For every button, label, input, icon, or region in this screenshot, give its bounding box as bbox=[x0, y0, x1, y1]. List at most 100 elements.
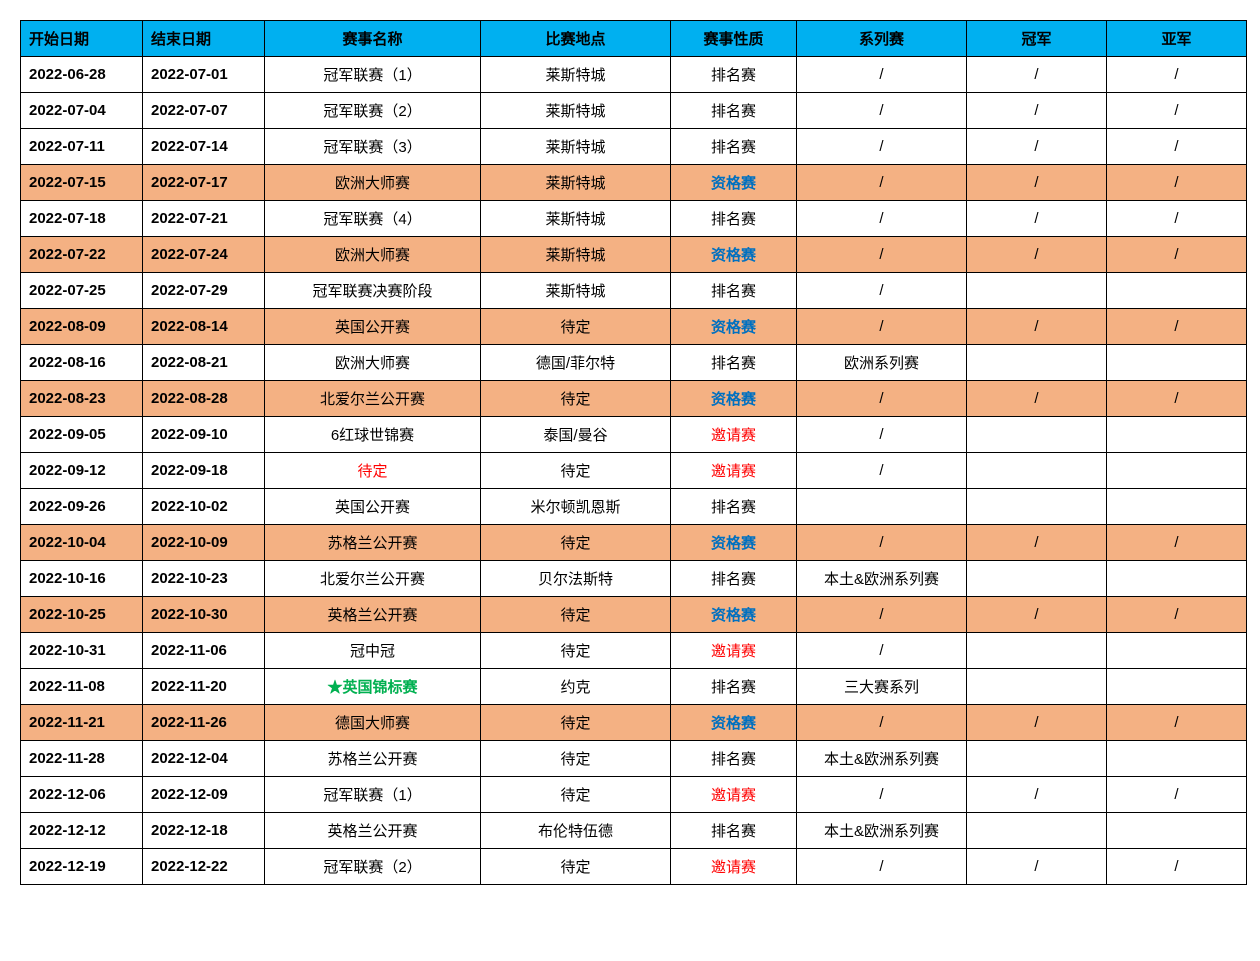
cell-end-date: 2022-11-20 bbox=[143, 669, 265, 705]
cell-start-date: 2022-07-25 bbox=[21, 273, 143, 309]
cell-series: / bbox=[797, 165, 967, 201]
cell-series: / bbox=[797, 633, 967, 669]
cell-series: / bbox=[797, 777, 967, 813]
cell-runner-up bbox=[1107, 453, 1247, 489]
cell-event-name: 冠军联赛（2） bbox=[265, 93, 481, 129]
cell-type: 排名赛 bbox=[671, 201, 797, 237]
table-row: 2022-08-232022-08-28北爱尔兰公开赛待定资格赛/// bbox=[21, 381, 1247, 417]
cell-champion: / bbox=[967, 165, 1107, 201]
header-champ: 冠军 bbox=[967, 21, 1107, 57]
cell-champion: / bbox=[967, 849, 1107, 885]
header-name: 赛事名称 bbox=[265, 21, 481, 57]
cell-series: 本土&欧洲系列赛 bbox=[797, 741, 967, 777]
cell-champion bbox=[967, 273, 1107, 309]
cell-runner-up bbox=[1107, 417, 1247, 453]
table-row: 2022-06-282022-07-01冠军联赛（1）莱斯特城排名赛/// bbox=[21, 57, 1247, 93]
cell-champion: / bbox=[967, 381, 1107, 417]
cell-series: / bbox=[797, 93, 967, 129]
cell-runner-up: / bbox=[1107, 93, 1247, 129]
cell-champion bbox=[967, 669, 1107, 705]
header-runner: 亚军 bbox=[1107, 21, 1247, 57]
cell-series: / bbox=[797, 705, 967, 741]
cell-event-name: ★英国锦标赛 bbox=[265, 669, 481, 705]
cell-end-date: 2022-07-29 bbox=[143, 273, 265, 309]
cell-event-name: 冠军联赛决赛阶段 bbox=[265, 273, 481, 309]
cell-champion bbox=[967, 741, 1107, 777]
cell-event-name: 冠军联赛（4） bbox=[265, 201, 481, 237]
cell-series: 本土&欧洲系列赛 bbox=[797, 813, 967, 849]
cell-start-date: 2022-10-31 bbox=[21, 633, 143, 669]
cell-event-name: 待定 bbox=[265, 453, 481, 489]
cell-series: / bbox=[797, 597, 967, 633]
cell-event-name: 德国大师赛 bbox=[265, 705, 481, 741]
header-start: 开始日期 bbox=[21, 21, 143, 57]
cell-champion: / bbox=[967, 777, 1107, 813]
cell-venue: 泰国/曼谷 bbox=[481, 417, 671, 453]
cell-end-date: 2022-10-02 bbox=[143, 489, 265, 525]
table-row: 2022-07-042022-07-07冠军联赛（2）莱斯特城排名赛/// bbox=[21, 93, 1247, 129]
cell-type: 资格赛 bbox=[671, 237, 797, 273]
cell-end-date: 2022-09-18 bbox=[143, 453, 265, 489]
cell-venue: 米尔顿凯恩斯 bbox=[481, 489, 671, 525]
cell-start-date: 2022-09-12 bbox=[21, 453, 143, 489]
cell-event-name: 苏格兰公开赛 bbox=[265, 741, 481, 777]
cell-series: / bbox=[797, 525, 967, 561]
cell-venue: 待定 bbox=[481, 705, 671, 741]
cell-end-date: 2022-08-28 bbox=[143, 381, 265, 417]
cell-venue: 待定 bbox=[481, 453, 671, 489]
cell-event-name: 冠军联赛（3） bbox=[265, 129, 481, 165]
cell-start-date: 2022-12-06 bbox=[21, 777, 143, 813]
cell-start-date: 2022-12-19 bbox=[21, 849, 143, 885]
cell-type: 邀请赛 bbox=[671, 633, 797, 669]
cell-series: 欧洲系列赛 bbox=[797, 345, 967, 381]
cell-venue: 待定 bbox=[481, 525, 671, 561]
cell-series: / bbox=[797, 309, 967, 345]
table-row: 2022-08-162022-08-21欧洲大师赛德国/菲尔特排名赛欧洲系列赛 bbox=[21, 345, 1247, 381]
cell-start-date: 2022-09-05 bbox=[21, 417, 143, 453]
cell-start-date: 2022-08-23 bbox=[21, 381, 143, 417]
cell-runner-up: / bbox=[1107, 705, 1247, 741]
cell-type: 排名赛 bbox=[671, 57, 797, 93]
cell-type: 资格赛 bbox=[671, 705, 797, 741]
header-type: 赛事性质 bbox=[671, 21, 797, 57]
table-row: 2022-12-192022-12-22冠军联赛（2）待定邀请赛/// bbox=[21, 849, 1247, 885]
header-end: 结束日期 bbox=[143, 21, 265, 57]
cell-start-date: 2022-10-16 bbox=[21, 561, 143, 597]
cell-runner-up bbox=[1107, 813, 1247, 849]
table-row: 2022-07-182022-07-21冠军联赛（4）莱斯特城排名赛/// bbox=[21, 201, 1247, 237]
cell-series: / bbox=[797, 381, 967, 417]
cell-champion: / bbox=[967, 129, 1107, 165]
cell-event-name: 冠中冠 bbox=[265, 633, 481, 669]
cell-end-date: 2022-09-10 bbox=[143, 417, 265, 453]
cell-venue: 莱斯特城 bbox=[481, 93, 671, 129]
cell-champion bbox=[967, 813, 1107, 849]
cell-series: / bbox=[797, 57, 967, 93]
table-row: 2022-09-052022-09-106红球世锦赛泰国/曼谷邀请赛/ bbox=[21, 417, 1247, 453]
cell-start-date: 2022-11-28 bbox=[21, 741, 143, 777]
table-row: 2022-08-092022-08-14英国公开赛待定资格赛/// bbox=[21, 309, 1247, 345]
cell-champion bbox=[967, 417, 1107, 453]
cell-venue: 贝尔法斯特 bbox=[481, 561, 671, 597]
cell-runner-up bbox=[1107, 345, 1247, 381]
cell-champion: / bbox=[967, 237, 1107, 273]
cell-venue: 约克 bbox=[481, 669, 671, 705]
cell-runner-up: / bbox=[1107, 57, 1247, 93]
cell-series: / bbox=[797, 129, 967, 165]
cell-venue: 德国/菲尔特 bbox=[481, 345, 671, 381]
cell-runner-up: / bbox=[1107, 381, 1247, 417]
table-row: 2022-07-112022-07-14冠军联赛（3）莱斯特城排名赛/// bbox=[21, 129, 1247, 165]
cell-type: 邀请赛 bbox=[671, 417, 797, 453]
cell-runner-up: / bbox=[1107, 237, 1247, 273]
cell-event-name: 北爱尔兰公开赛 bbox=[265, 381, 481, 417]
cell-runner-up bbox=[1107, 741, 1247, 777]
cell-champion: / bbox=[967, 93, 1107, 129]
cell-type: 资格赛 bbox=[671, 597, 797, 633]
cell-venue: 莱斯特城 bbox=[481, 165, 671, 201]
cell-series: / bbox=[797, 849, 967, 885]
table-row: 2022-07-152022-07-17欧洲大师赛莱斯特城资格赛/// bbox=[21, 165, 1247, 201]
header-row: 开始日期 结束日期 赛事名称 比赛地点 赛事性质 系列赛 冠军 亚军 bbox=[21, 21, 1247, 57]
schedule-table: 开始日期 结束日期 赛事名称 比赛地点 赛事性质 系列赛 冠军 亚军 2022-… bbox=[20, 20, 1247, 885]
table-row: 2022-07-252022-07-29冠军联赛决赛阶段莱斯特城排名赛/ bbox=[21, 273, 1247, 309]
cell-type: 资格赛 bbox=[671, 525, 797, 561]
cell-champion: / bbox=[967, 57, 1107, 93]
